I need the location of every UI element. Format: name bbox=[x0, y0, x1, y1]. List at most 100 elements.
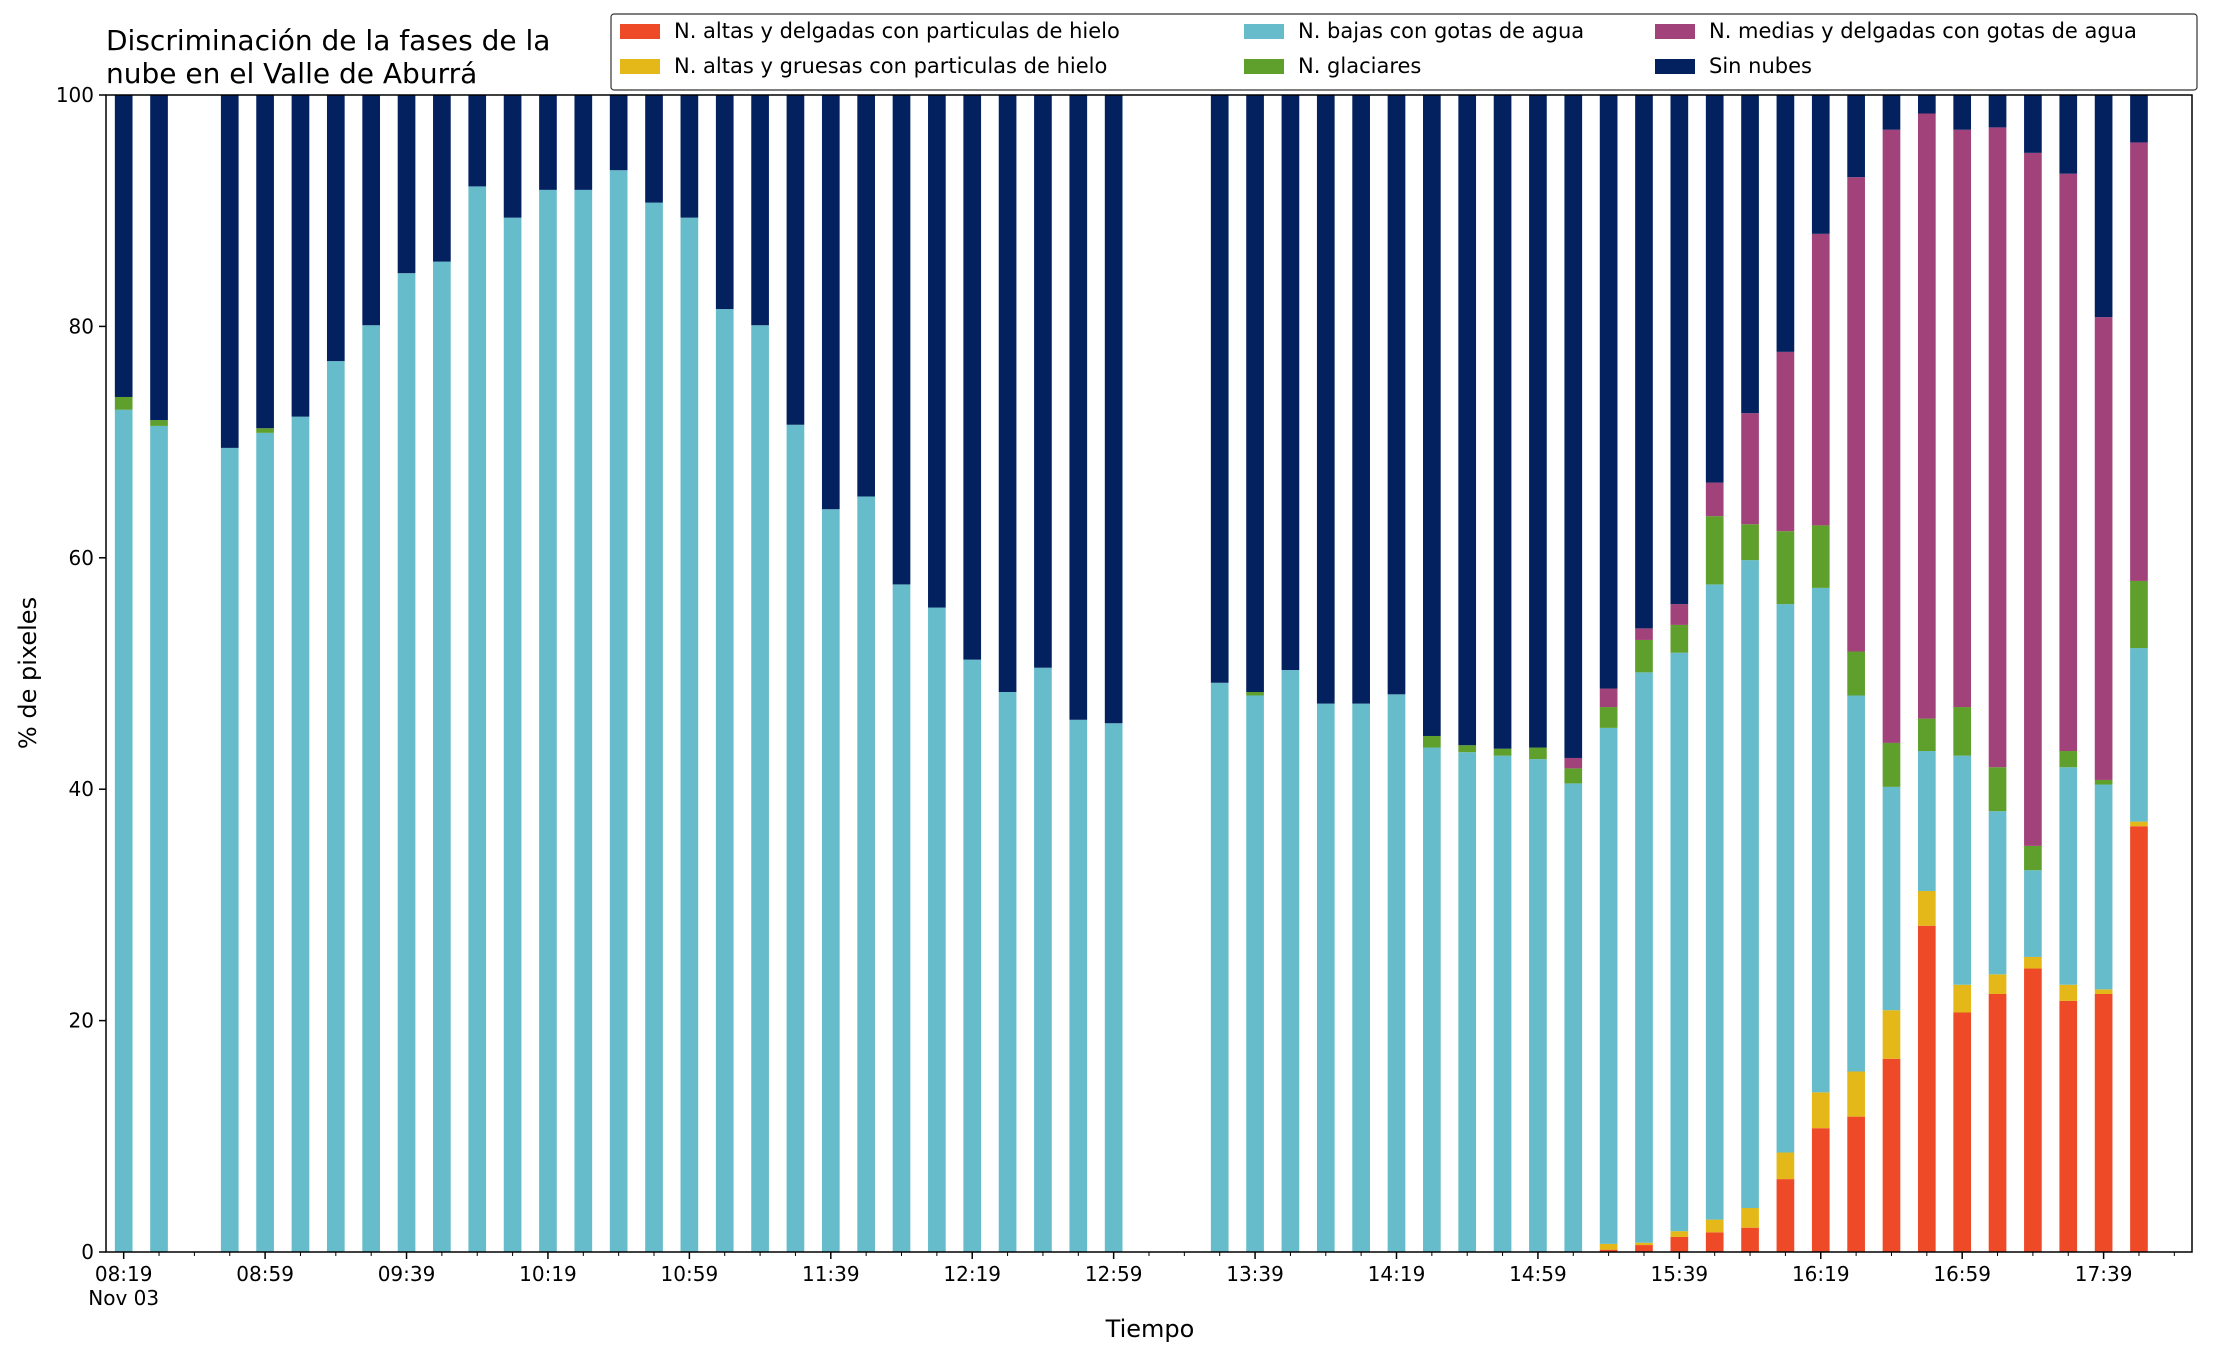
bar-segment bbox=[751, 325, 769, 1252]
bar-stack bbox=[821, 95, 840, 1253]
bar-segment bbox=[291, 95, 310, 417]
legend-swatch bbox=[620, 59, 660, 74]
bar-segment bbox=[114, 95, 133, 397]
legend-item: N. medias y delgadas con gotas de agua bbox=[1655, 19, 2137, 43]
bar-segment bbox=[2059, 1000, 2078, 1252]
bar-segment bbox=[1599, 1249, 1618, 1252]
bar-segment bbox=[1210, 95, 1229, 683]
bar-segment bbox=[114, 396, 133, 410]
bar-stack bbox=[1034, 95, 1052, 1252]
legend-swatch bbox=[1655, 24, 1695, 39]
bar-stack bbox=[256, 95, 274, 1253]
bar-stack bbox=[433, 95, 451, 1252]
bar-segment bbox=[1953, 755, 1972, 985]
bar-segment bbox=[1281, 95, 1300, 671]
bar-segment bbox=[2130, 95, 2148, 143]
bar-segment bbox=[1564, 783, 1583, 1252]
bar-segment bbox=[2024, 152, 2042, 846]
bar-stack bbox=[539, 95, 557, 1252]
bar-segment bbox=[1635, 628, 1653, 640]
bar-segment bbox=[2130, 648, 2148, 822]
bar-segment bbox=[150, 95, 168, 421]
bar-segment bbox=[1847, 95, 1865, 178]
x-tick-label: 10:59 bbox=[661, 1262, 719, 1286]
bar-stack bbox=[468, 95, 487, 1252]
legend-frame bbox=[610, 13, 2198, 91]
legend-label: Sin nubes bbox=[1709, 54, 1812, 78]
bar-segment bbox=[1811, 95, 1830, 234]
bar-segment bbox=[1599, 727, 1618, 1244]
bar-stack bbox=[1670, 95, 1689, 1252]
bar-segment bbox=[433, 95, 451, 262]
bar-segment bbox=[1811, 233, 1830, 526]
bar-segment bbox=[1423, 747, 1441, 1252]
y-axis: 0 20 40 60 80 100 bbox=[56, 83, 106, 1264]
bar-segment bbox=[2094, 779, 2113, 785]
bar-segment bbox=[1104, 95, 1123, 724]
bar-segment bbox=[1387, 694, 1406, 1252]
bar-segment bbox=[2024, 956, 2042, 969]
bar-segment bbox=[220, 447, 239, 1252]
legend-item: Sin nubes bbox=[1655, 54, 1812, 78]
bar-segment bbox=[892, 584, 911, 1252]
x-tick-label: 14:59 bbox=[1509, 1262, 1567, 1286]
bar-segment bbox=[433, 261, 451, 1252]
bar-segment bbox=[574, 189, 593, 1252]
bar-stack bbox=[1847, 95, 1865, 1252]
bar-segment bbox=[1917, 95, 1936, 114]
bar-segment bbox=[1776, 531, 1795, 605]
bar-segment bbox=[857, 95, 875, 497]
bar-segment bbox=[2130, 580, 2148, 649]
bar-segment bbox=[1917, 751, 1936, 892]
bar-segment bbox=[963, 659, 982, 1252]
bar-stack bbox=[786, 95, 805, 1252]
bar-segment bbox=[1564, 95, 1583, 758]
bar-segment bbox=[2094, 989, 2113, 994]
bar-segment bbox=[645, 202, 663, 1253]
x-axis-label: Tiempo bbox=[1105, 1315, 1195, 1343]
bar-segment bbox=[2094, 993, 2113, 1252]
bar-stack bbox=[1917, 95, 1936, 1252]
bar-segment bbox=[1352, 703, 1370, 1252]
bar-stack bbox=[326, 95, 345, 1252]
bar-segment bbox=[1246, 695, 1264, 1252]
bar-segment bbox=[1210, 682, 1229, 1252]
bar-stack bbox=[150, 95, 168, 1252]
bar-stack bbox=[2094, 95, 2113, 1252]
bar-segment bbox=[1847, 695, 1865, 1072]
bar-segment bbox=[150, 425, 168, 1252]
bar-stack bbox=[1387, 95, 1406, 1252]
bar-segment bbox=[1670, 624, 1689, 653]
bar-segment bbox=[1953, 129, 1972, 708]
bar-segment bbox=[1564, 757, 1583, 769]
bar-stack bbox=[1882, 95, 1901, 1252]
bar-segment bbox=[963, 95, 982, 660]
bar-segment bbox=[1670, 652, 1689, 1232]
x-tick-label: 08:19 bbox=[95, 1262, 153, 1286]
bar-stack bbox=[1811, 95, 1830, 1252]
bar-segment bbox=[1493, 755, 1512, 1252]
bar-segment bbox=[609, 170, 628, 1253]
bar-segment bbox=[1705, 584, 1724, 1220]
bar-segment bbox=[1776, 604, 1795, 1153]
bar-segment bbox=[1882, 129, 1901, 743]
bar-segment bbox=[1599, 1243, 1618, 1250]
bar-segment bbox=[468, 186, 487, 1252]
bar-segment bbox=[2094, 317, 2113, 780]
x-tick-label: 12:19 bbox=[943, 1262, 1001, 1286]
bar-segment bbox=[998, 692, 1017, 1252]
bar-segment bbox=[1988, 95, 2007, 128]
bar-segment bbox=[1034, 95, 1052, 668]
legend-label: N. bajas con gotas de agua bbox=[1298, 19, 1584, 43]
bar-segment bbox=[2059, 95, 2078, 174]
bar-segment bbox=[1741, 560, 1759, 1209]
bar-stack bbox=[397, 95, 416, 1252]
bar-segment bbox=[1741, 524, 1759, 561]
x-tick-sublabel: Nov 03 bbox=[88, 1286, 159, 1310]
bar-segment bbox=[1423, 95, 1441, 736]
bar-segment bbox=[2024, 968, 2042, 1252]
legend-swatch bbox=[1655, 59, 1695, 74]
bar-segment bbox=[1953, 95, 1972, 130]
bar-segment bbox=[503, 95, 522, 218]
